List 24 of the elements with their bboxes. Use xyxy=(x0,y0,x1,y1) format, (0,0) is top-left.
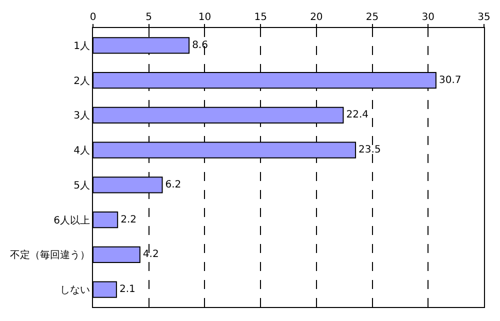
y-tick-label: 1人 xyxy=(74,40,90,52)
x-tick-label: 35 xyxy=(478,12,490,23)
x-tick-label: 0 xyxy=(90,12,96,23)
data-label: 8.6 xyxy=(192,40,208,51)
x-tick-label: 5 xyxy=(146,12,152,23)
data-label: 22.4 xyxy=(346,110,369,121)
data-label: 2.1 xyxy=(119,284,136,296)
x-tick-label: 15 xyxy=(254,12,267,23)
y-tick-label: 2人 xyxy=(74,76,90,87)
x-tick-label: 30 xyxy=(422,12,435,23)
y-tick-label: 3人 xyxy=(74,110,90,122)
y-tick-label: 6人以上 xyxy=(54,214,90,226)
data-label: 30.7 xyxy=(438,74,462,86)
x-tick-label: 25 xyxy=(366,12,379,23)
x-tick-label: 10 xyxy=(198,12,212,23)
data-label: 2.2 xyxy=(120,214,136,226)
data-label: 4.2 xyxy=(142,249,159,260)
y-tick-label: しない xyxy=(60,285,90,296)
y-tick-label: 不定（毎回違う） xyxy=(10,249,90,262)
x-tick-label: 20 xyxy=(310,12,323,23)
y-tick-label: 5人 xyxy=(74,180,90,192)
data-label: 6.2 xyxy=(165,179,182,190)
y-tick-label: 4人 xyxy=(74,146,90,157)
data-label: 23.5 xyxy=(358,144,381,156)
